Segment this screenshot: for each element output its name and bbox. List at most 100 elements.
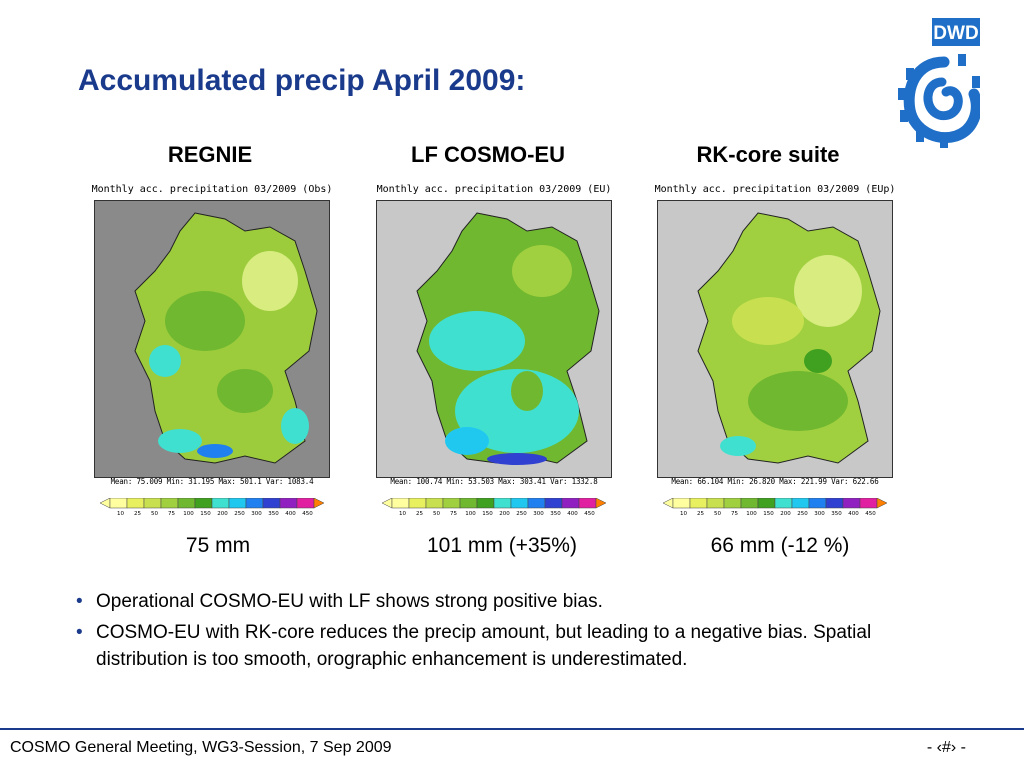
colorbar-swatch xyxy=(706,498,725,509)
colorbar-swatch xyxy=(194,498,213,509)
summary-lf-cosmo-eu: 101 mm (+35%) xyxy=(427,534,577,557)
plot-title: Monthly acc. precipitation 03/2009 (EUp) xyxy=(654,184,896,195)
colorbar-swatch xyxy=(126,498,145,509)
colorbar-tick-label: 250 xyxy=(234,511,245,516)
colorbar-arrow-right xyxy=(595,498,606,509)
footer-text: COSMO General Meeting, WG3-Session, 7 Se… xyxy=(10,739,392,756)
colorbar-swatch xyxy=(510,498,529,509)
colorbar-swatch xyxy=(723,498,742,509)
bullet-text: Operational COSMO-EU with LF shows stron… xyxy=(96,591,603,612)
colorbar-tick-label: 75 xyxy=(731,511,738,516)
dwd-logo: DWD xyxy=(898,18,980,148)
colorbar-swatch xyxy=(476,498,495,509)
colorbar-swatch xyxy=(842,498,861,509)
colorbar-arrow-left xyxy=(663,498,674,509)
colorbar: 10 25 50 75 100 150 200 250 300 350 400 450 xyxy=(100,498,324,516)
colorbar-swatch xyxy=(296,498,315,509)
colorbar-tick-label: 350 xyxy=(831,511,842,516)
colorbar-tick-label: 400 xyxy=(567,511,578,516)
bullet-dot-icon: • xyxy=(76,591,83,612)
colorbar-tick-label: 350 xyxy=(268,511,279,516)
colorbar-arrow-left xyxy=(100,498,111,509)
colorbar-swatch xyxy=(279,498,298,509)
map-panel-regnie: Monthly acc. precipitation 03/2009 (Obs)… xyxy=(90,180,334,518)
precip-map-lf-cosmo-eu xyxy=(376,200,612,478)
colorbar-arrow-right xyxy=(313,498,324,509)
heading-regnie: REGNIE xyxy=(167,142,253,167)
colorbar-swatch xyxy=(757,498,776,509)
page-number: - ‹#› - xyxy=(926,739,966,756)
colorbar-swatch xyxy=(544,498,563,509)
colorbar-tick-label: 450 xyxy=(302,511,313,516)
colorbar-swatch xyxy=(228,498,247,509)
colorbar-tick-label: 25 xyxy=(416,511,423,516)
summary-regnie: 75 mm xyxy=(185,534,251,557)
slide-title: Accumulated precip April 2009: xyxy=(78,64,526,97)
colorbar-swatch xyxy=(211,498,230,509)
colorbar-tick-label: 400 xyxy=(285,511,296,516)
plot-title: Monthly acc. precipitation 03/2009 (EU) xyxy=(376,184,612,195)
colorbar-tick-label: 400 xyxy=(848,511,859,516)
colorbar-swatch xyxy=(493,498,512,509)
colorbar-tick-label: 25 xyxy=(134,511,141,516)
colorbar-tick-label: 300 xyxy=(533,511,544,516)
colorbar-swatch xyxy=(160,498,179,509)
colorbar-arrow-right xyxy=(876,498,887,509)
colorbar-swatch xyxy=(262,498,281,509)
heading-lf-cosmo-eu: LF COSMO-EU xyxy=(411,142,565,167)
colorbar-tick-label: 250 xyxy=(516,511,527,516)
colorbar-swatch xyxy=(561,498,580,509)
colorbar: 10 25 50 75 100 150 200 250 300 350 400 450 xyxy=(663,498,887,516)
colorbar-swatch xyxy=(109,498,128,509)
colorbar-tick-label: 50 xyxy=(714,511,721,516)
plot-stats: Mean: 66.104 Min: 26.820 Max: 221.99 Var… xyxy=(671,477,879,486)
bullet-item: • COSMO-EU with RK-core reduces the preci… xyxy=(76,619,956,673)
plot-title: Monthly acc. precipitation 03/2009 (Obs) xyxy=(91,184,333,195)
colorbar-swatch xyxy=(408,498,427,509)
colorbar-swatch xyxy=(791,498,810,509)
colorbar-tick-label: 100 xyxy=(183,511,194,516)
colorbar-swatch xyxy=(442,498,461,509)
heading-rk-core-suite: RK-core suite xyxy=(696,142,840,167)
colorbar-swatch xyxy=(808,498,827,509)
colorbar-swatch xyxy=(177,498,196,509)
colorbar-swatch xyxy=(672,498,691,509)
colorbar-tick-label: 200 xyxy=(499,511,510,516)
colorbar-tick-label: 50 xyxy=(433,511,440,516)
colorbar-tick-label: 350 xyxy=(550,511,561,516)
colorbar-tick-label: 10 xyxy=(117,511,124,516)
precip-map-regnie xyxy=(94,200,330,478)
colorbar: 10 25 50 75 100 150 200 250 300 350 400 450 xyxy=(382,498,606,516)
colorbar-tick-label: 150 xyxy=(763,511,774,516)
colorbar-swatch xyxy=(859,498,878,509)
colorbar-swatch xyxy=(391,498,410,509)
footer-divider xyxy=(0,728,1024,730)
colorbar-swatch xyxy=(825,498,844,509)
colorbar-tick-label: 450 xyxy=(865,511,876,516)
colorbar-tick-label: 75 xyxy=(168,511,175,516)
bullet-list: • Operational COSMO-EU with LF shows stro… xyxy=(76,588,956,677)
colorbar-arrow-left xyxy=(382,498,393,509)
bullet-dot-icon: • xyxy=(76,622,83,643)
colorbar-swatch xyxy=(740,498,759,509)
summary-rk-core-suite: 66 mm (-12 %) xyxy=(710,534,850,557)
colorbar-swatch xyxy=(245,498,264,509)
bullet-text: COSMO-EU with RK-core reduces the precip… xyxy=(96,622,872,670)
colorbar-tick-label: 100 xyxy=(465,511,476,516)
colorbar-tick-label: 450 xyxy=(584,511,595,516)
colorbar-swatch xyxy=(689,498,708,509)
colorbar-tick-label: 150 xyxy=(482,511,493,516)
precip-map-rk-core-suite xyxy=(657,200,893,478)
bullet-item: • Operational COSMO-EU with LF shows stro… xyxy=(76,588,956,615)
colorbar-tick-label: 250 xyxy=(797,511,808,516)
colorbar-swatch xyxy=(527,498,546,509)
colorbar-swatch xyxy=(425,498,444,509)
colorbar-tick-label: 100 xyxy=(746,511,757,516)
dwd-logo-text: DWD xyxy=(933,23,978,44)
plot-stats: Mean: 75.009 Min: 31.195 Max: 501.1 Var:… xyxy=(110,477,314,486)
colorbar-swatch xyxy=(459,498,478,509)
colorbar-tick-label: 200 xyxy=(780,511,791,516)
colorbar-swatch xyxy=(774,498,793,509)
colorbar-tick-label: 75 xyxy=(450,511,457,516)
colorbar-tick-label: 25 xyxy=(697,511,704,516)
